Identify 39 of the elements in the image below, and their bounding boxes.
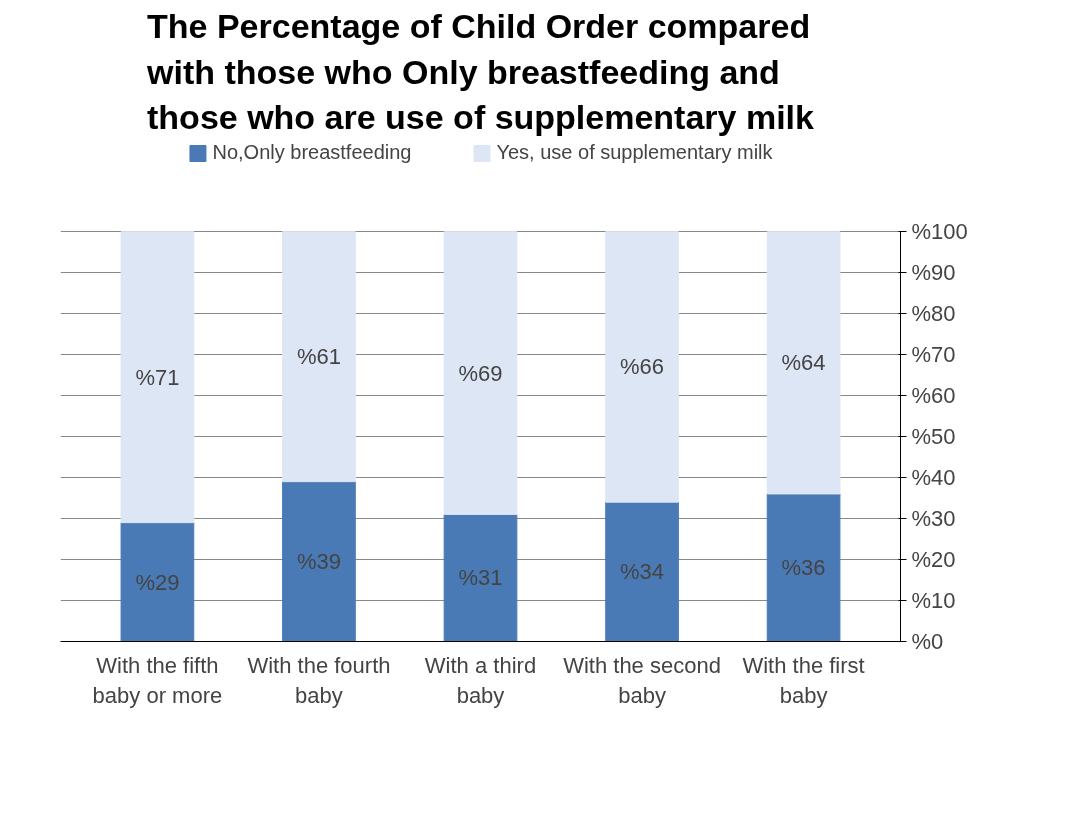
bar <box>443 513 518 642</box>
data-label: %31 <box>458 565 503 591</box>
y-tick-label: %0 <box>911 629 944 654</box>
data-label: %71 <box>135 364 180 390</box>
bar <box>120 231 195 524</box>
x-tick-label: With the first baby <box>742 652 865 708</box>
y-tick-label: %70 <box>911 342 956 368</box>
bar <box>605 501 679 642</box>
y-tick-label: %90 <box>911 260 956 286</box>
bar <box>443 231 518 515</box>
y-tick-label: %30 <box>911 506 956 532</box>
data-label: %29 <box>135 569 180 595</box>
data-label: %69 <box>458 360 503 386</box>
y-tick-label: %50 <box>911 424 956 450</box>
x-tick-label: With the fifth baby or more <box>92 652 223 708</box>
x-tick-label: With a third baby <box>424 652 537 708</box>
y-tick-label: %10 <box>911 588 956 614</box>
data-label: %36 <box>781 555 826 581</box>
y-tick-label: %100 <box>911 219 968 245</box>
data-label: %64 <box>781 350 826 376</box>
bar <box>605 231 679 503</box>
data-label: %34 <box>620 559 665 585</box>
y-tick-label: %80 <box>911 301 956 327</box>
y-tick-label: %40 <box>911 465 956 491</box>
bar <box>282 231 356 483</box>
x-tick-label: With the fourth baby <box>247 652 391 708</box>
bar <box>282 481 356 642</box>
bar <box>120 522 195 642</box>
x-tick-label: With the second baby <box>563 652 721 708</box>
chart-title: The Percentage of Child Order compared with those who Only breastfeeding and those who are use of supplementary milk <box>146 7 815 137</box>
legend-label: Yes, use of supplementary milk <box>496 141 773 164</box>
bar <box>766 493 841 642</box>
data-label: %61 <box>296 344 341 370</box>
y-tick-label: %60 <box>911 383 956 409</box>
data-label: %39 <box>296 549 341 575</box>
y-tick-label: %20 <box>911 547 956 573</box>
bar <box>766 231 841 495</box>
legend-label: No,Only breastfeeding <box>212 141 412 164</box>
data-label: %66 <box>620 354 665 380</box>
